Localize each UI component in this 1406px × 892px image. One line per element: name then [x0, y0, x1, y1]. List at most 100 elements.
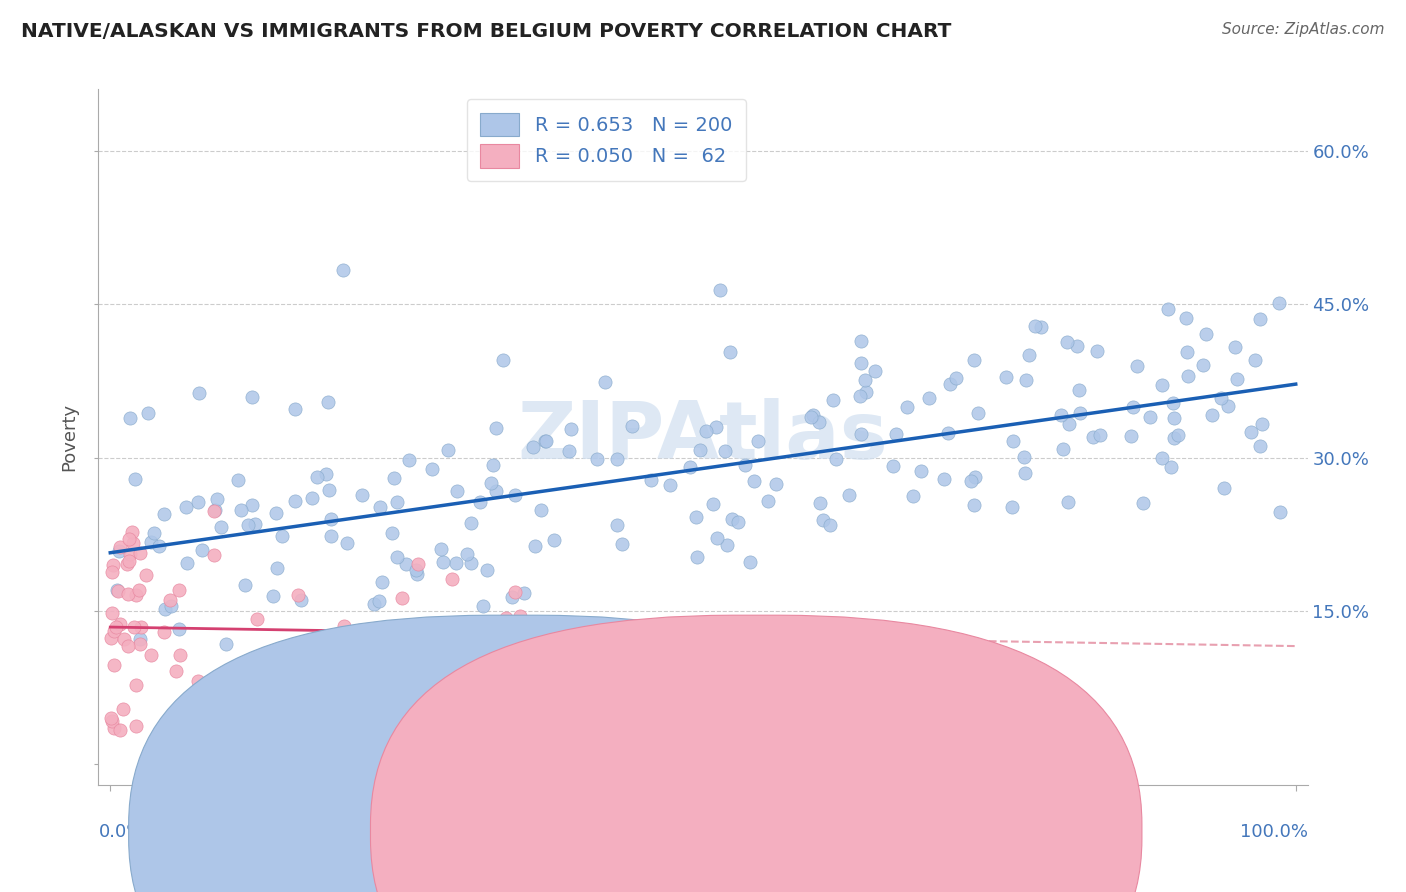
Point — [679, 459, 702, 474]
Point — [477, 563, 499, 577]
Point — [524, 539, 547, 553]
Point — [1213, 481, 1236, 495]
Point — [1251, 417, 1274, 431]
Point — [522, 440, 544, 454]
Point — [139, 535, 162, 549]
Point — [1226, 372, 1249, 386]
Point — [264, 506, 287, 520]
Point — [533, 434, 555, 449]
Point — [284, 401, 307, 416]
Point — [747, 434, 769, 448]
Point — [108, 723, 131, 737]
Point — [456, 547, 478, 561]
Point — [129, 632, 152, 647]
Point — [820, 518, 842, 533]
Point — [118, 410, 141, 425]
Point — [482, 458, 505, 472]
Point — [896, 400, 918, 414]
Point — [1216, 399, 1239, 413]
Point — [103, 624, 125, 638]
Point — [405, 563, 427, 577]
Point — [932, 472, 955, 486]
Point — [1066, 338, 1088, 352]
Point — [131, 620, 153, 634]
Point — [444, 557, 467, 571]
Point — [1201, 408, 1223, 422]
Point — [621, 419, 644, 434]
Point — [207, 491, 229, 506]
Point — [202, 504, 225, 518]
Point — [721, 512, 744, 526]
Point — [176, 557, 198, 571]
Text: ZIPAtlas: ZIPAtlas — [517, 398, 889, 476]
Point — [350, 488, 373, 502]
Point — [727, 516, 749, 530]
Point — [136, 406, 159, 420]
Point — [606, 518, 628, 533]
Point — [118, 554, 141, 568]
Point — [863, 363, 886, 377]
Point — [501, 591, 523, 605]
Point — [884, 427, 907, 442]
Point — [406, 566, 429, 581]
Point — [1161, 396, 1184, 410]
Point — [471, 599, 494, 614]
Point — [801, 408, 824, 422]
Point — [363, 597, 385, 611]
Point — [485, 421, 508, 435]
Point — [758, 493, 780, 508]
Point — [124, 472, 146, 486]
Point — [271, 529, 294, 543]
Point — [443, 706, 465, 721]
Point — [370, 574, 392, 589]
Point — [398, 452, 420, 467]
Point — [1069, 406, 1091, 420]
Point — [332, 262, 354, 277]
Point — [103, 658, 125, 673]
Point — [100, 631, 122, 645]
Point — [962, 353, 984, 368]
Point — [318, 483, 340, 498]
Point — [468, 633, 491, 648]
Point — [918, 391, 941, 405]
Point — [148, 539, 170, 553]
Text: NATIVE/ALASKAN VS IMMIGRANTS FROM BELGIUM POVERTY CORRELATION CHART: NATIVE/ALASKAN VS IMMIGRANTS FROM BELGIU… — [21, 22, 952, 41]
Point — [167, 622, 190, 636]
Point — [363, 668, 385, 682]
Point — [765, 477, 787, 491]
Point — [125, 719, 148, 733]
Point — [849, 334, 872, 348]
Point — [115, 558, 138, 572]
Point — [1050, 408, 1073, 422]
Point — [1175, 310, 1198, 325]
Point — [187, 495, 209, 509]
Point — [233, 578, 256, 592]
Point — [1270, 505, 1292, 519]
Point — [187, 673, 209, 688]
Point — [1002, 434, 1025, 448]
Point — [808, 496, 831, 510]
Point — [910, 464, 932, 478]
Point — [695, 424, 717, 438]
Point — [838, 488, 860, 502]
Point — [1150, 451, 1173, 466]
Point — [1150, 377, 1173, 392]
Point — [1240, 425, 1263, 439]
Point — [187, 386, 209, 401]
Text: 0.0%: 0.0% — [98, 823, 143, 841]
Point — [903, 490, 925, 504]
Point — [855, 385, 877, 400]
Point — [105, 583, 128, 598]
Point — [1175, 345, 1198, 359]
Point — [165, 736, 187, 750]
Point — [209, 520, 232, 534]
Point — [240, 390, 263, 404]
Point — [143, 526, 166, 541]
Point — [513, 585, 536, 599]
Point — [321, 529, 343, 543]
Point — [936, 425, 959, 440]
Point — [107, 584, 129, 599]
Point — [704, 420, 727, 434]
Point — [689, 442, 711, 457]
Point — [485, 483, 508, 498]
